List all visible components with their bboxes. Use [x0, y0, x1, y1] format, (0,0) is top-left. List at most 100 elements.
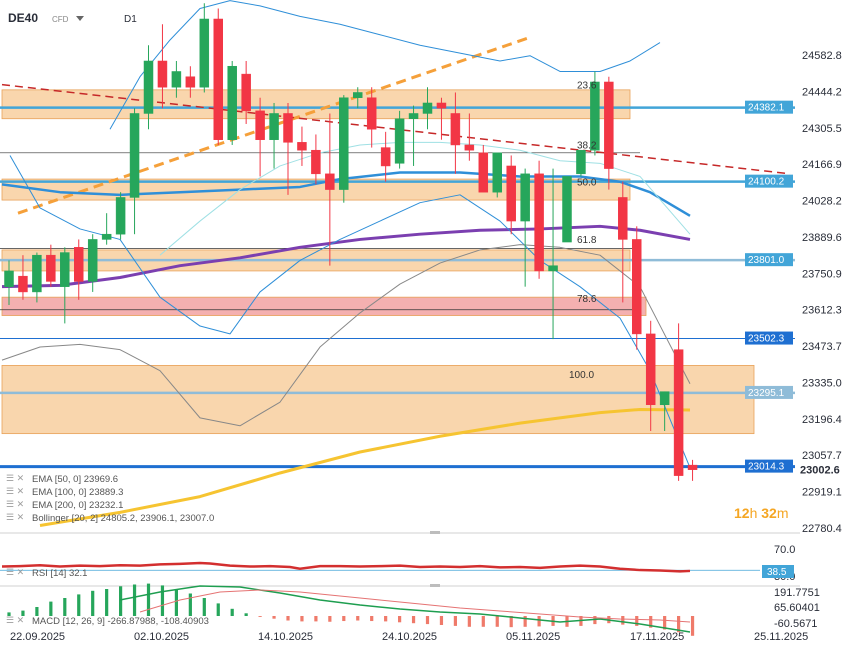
ema50-legend[interactable]: ☰ ✕ EMA [50, 0] 23969.6 [6, 473, 118, 485]
candle-22 [311, 134, 321, 185]
macd-bar-14 [202, 598, 206, 616]
candle-body-1 [18, 275, 28, 293]
bollinger-legend[interactable]: ☰ ✕ Bollinger [20, 2] 24805.2, 23906.1, … [6, 512, 214, 524]
macd-bar-49 [690, 616, 695, 636]
candle-body-15 [213, 18, 223, 140]
candle-30 [422, 87, 433, 130]
timer-h-unit: h [750, 505, 758, 521]
candle-body-4 [60, 252, 70, 287]
candle-1 [18, 255, 28, 300]
bollinger-lower-line [9, 155, 691, 468]
rsi-remove-icon[interactable]: ☰ ✕ [6, 567, 24, 577]
candle-33 [464, 113, 475, 161]
candle-body-21 [297, 142, 307, 151]
price-axis[interactable]: 24582.8 24444.2 24305.5 24166.9 24028.2 23889… [802, 50, 842, 535]
macd-axis-high: 191.7751 [774, 587, 820, 599]
candle-body-40 [562, 176, 572, 243]
date-label-3: 14.10.2025 [258, 631, 313, 643]
bollinger-legend-text: Bollinger [20, 2] 24805.2, 23906.1, 2300… [32, 513, 214, 524]
price-tag-0: 24382.1 [745, 100, 793, 114]
date-label-7: 25.11.2025 [754, 631, 808, 643]
macd-bar-10 [146, 583, 151, 616]
price-tag-bg-1 [745, 174, 793, 188]
ema100-legend-text: EMA [100, 0] 23889.3 [32, 487, 123, 498]
macd-bar-13 [188, 593, 192, 616]
candle-body-42 [590, 81, 600, 151]
candle-5 [74, 239, 84, 300]
price-tag-bg-5 [745, 459, 793, 473]
macd-bar-6 [91, 590, 95, 616]
date-axis[interactable]: 22.09.2025 02.10.2025 14.10.2025 24.10.2… [10, 631, 808, 643]
symbol-label[interactable]: DE40 [8, 11, 38, 25]
date-label-2: 02.10.2025 [134, 631, 189, 643]
candle-13 [185, 66, 196, 98]
macd-bar-3 [49, 601, 53, 616]
price-axis-label-11: 23057.7 [802, 450, 842, 462]
macd-bar-45 [635, 616, 639, 626]
candle-47 [659, 391, 670, 432]
candle-body-29 [408, 113, 419, 119]
macd-bar-35 [495, 616, 499, 627]
candle-4 [60, 247, 70, 324]
fib-label-23.6: 23.6 [577, 80, 597, 91]
macd-axis-low: -60.5671 [774, 618, 817, 630]
pane-resize-handle-rsi[interactable] [430, 531, 440, 534]
macd-line [119, 585, 691, 633]
candle-19 [269, 102, 279, 169]
candle-32 [450, 92, 461, 174]
bollinger-remove-icon[interactable]: ☰ ✕ [6, 512, 24, 522]
macd-bar-22 [314, 616, 318, 622]
timer-m-unit: m [777, 505, 789, 521]
macd-bar-48 [677, 616, 681, 633]
trendline-rising [17, 35, 531, 215]
macd-axis-mid: 65.60401 [774, 602, 820, 614]
macd-bar-17 [244, 613, 248, 616]
price-axis-label-2: 24305.5 [802, 123, 842, 135]
date-label-1: 22.09.2025 [10, 631, 65, 643]
candle-8 [115, 192, 126, 240]
zone-4 [1, 364, 755, 435]
price-axis-label-12: 22919.1 [802, 487, 842, 499]
macd-bar-25 [356, 616, 360, 621]
macd-bar-47 [663, 616, 667, 630]
ema200-line [39, 407, 691, 527]
candle-body-8 [115, 197, 126, 235]
lines-layer [0, 35, 795, 469]
rsi-legend[interactable]: ☰ ✕ RSI [14] 32.1 [6, 567, 87, 579]
last-price-tag-bg [796, 462, 852, 477]
macd-legend[interactable]: ☰ ✕ MACD [12, 26, 9] -266.87988, -108.40… [6, 615, 209, 627]
rsi-pane[interactable] [0, 561, 760, 573]
date-label-5: 05.11.2025 [506, 631, 560, 643]
ema200-remove-icon[interactable]: ☰ ✕ [6, 499, 24, 509]
macd-bar-29 [411, 616, 416, 624]
candle-body-39 [548, 265, 558, 272]
timeframe-label[interactable]: D1 [124, 14, 137, 25]
macd-pane[interactable] [7, 583, 695, 636]
ema200-legend[interactable]: ☰ ✕ EMA [200, 0] 23232.1 [6, 499, 123, 511]
pane-resize-handle-macd[interactable] [430, 584, 440, 587]
caret-down-icon[interactable] [76, 16, 84, 21]
macd-bar-8 [119, 586, 123, 616]
candle-46 [645, 320, 656, 432]
candle-body-19 [269, 113, 279, 140]
candle-40 [562, 176, 572, 243]
ema50-remove-icon[interactable]: ☰ ✕ [6, 473, 24, 483]
price-tag-bg-2 [745, 253, 793, 267]
ema100-remove-icon[interactable]: ☰ ✕ [6, 486, 24, 496]
candle-25 [353, 87, 363, 109]
rsi-legend-text: RSI [14] 32.1 [32, 568, 87, 579]
candle-6 [87, 234, 98, 292]
candle-body-20 [283, 113, 293, 143]
ema50-legend-text: EMA [50, 0] 23969.6 [32, 474, 118, 485]
candle-body-32 [450, 113, 461, 146]
price-axis-label-3: 24166.9 [802, 159, 842, 171]
price-tag-bg-0 [745, 100, 793, 114]
candle-9 [129, 108, 140, 235]
candle-body-44 [618, 197, 628, 240]
macd-remove-icon[interactable]: ☰ ✕ [6, 615, 24, 625]
macd-bar-7 [105, 589, 109, 616]
price-axis-label-13: 22780.4 [802, 523, 842, 535]
ema100-legend[interactable]: ☰ ✕ EMA [100, 0] 23889.3 [6, 486, 123, 498]
